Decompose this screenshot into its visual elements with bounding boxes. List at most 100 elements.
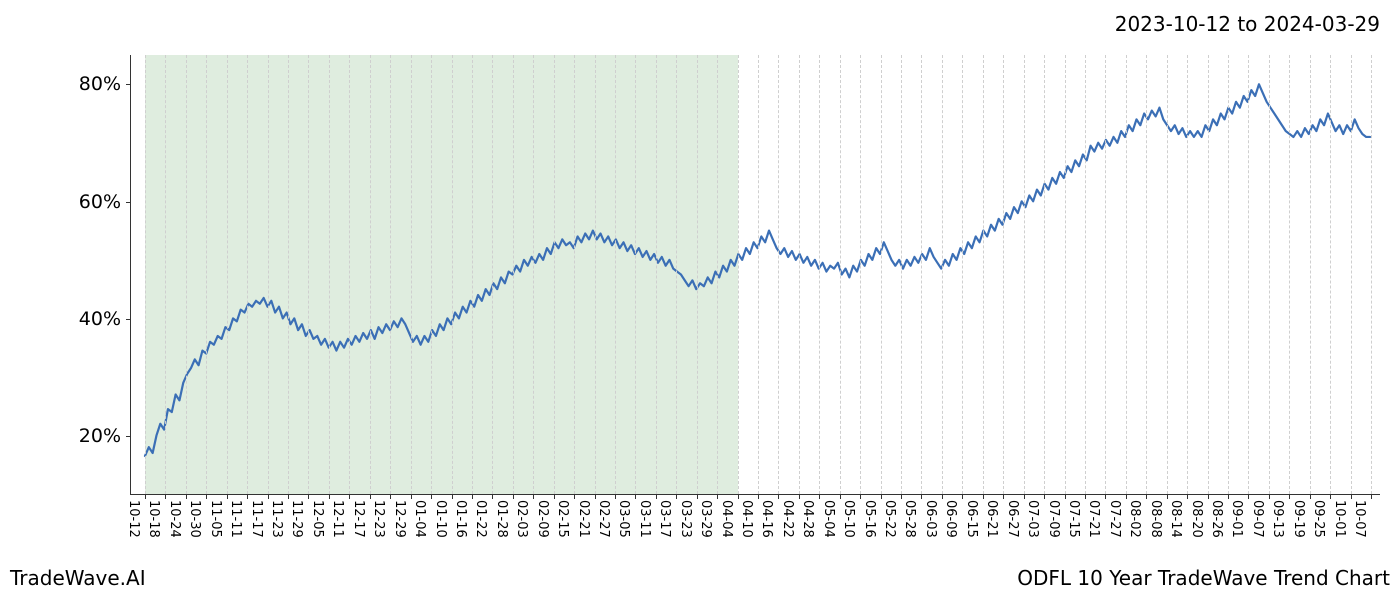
x-tick-label: 12-11 [330,500,345,538]
x-gridline [308,55,309,494]
x-tick-mark [1065,494,1066,499]
x-gridline [472,55,473,494]
x-tick-mark [676,494,677,499]
x-tick-mark [1085,494,1086,499]
x-tick-label: 01-28 [494,500,509,538]
x-tick-label: 04-28 [800,500,815,538]
x-tick-label: 09-07 [1250,500,1265,538]
x-tick-mark [1351,494,1352,499]
x-tick-mark [554,494,555,499]
x-gridline [901,55,902,494]
x-gridline [881,55,882,494]
x-tick-mark [186,494,187,499]
x-tick-mark [778,494,779,499]
x-gridline [1065,55,1066,494]
chart-date-range: 2023-10-12 to 2024-03-29 [1115,12,1380,36]
x-tick-label: 02-03 [514,500,529,538]
x-tick-label: 06-21 [984,500,999,538]
x-tick-label: 03-29 [698,500,713,538]
x-gridline [860,55,861,494]
y-tick-mark [126,436,131,437]
x-tick-mark [942,494,943,499]
x-tick-label: 08-14 [1168,500,1183,538]
x-tick-mark [574,494,575,499]
x-tick-label: 05-16 [862,500,877,538]
x-tick-mark [1126,494,1127,499]
x-tick-mark [329,494,330,499]
x-tick-mark [431,494,432,499]
x-gridline [165,55,166,494]
x-tick-label: 06-09 [943,500,958,538]
x-gridline [942,55,943,494]
x-gridline [799,55,800,494]
x-tick-label: 12-29 [392,500,407,538]
x-tick-mark [799,494,800,499]
x-tick-label: 02-09 [535,500,550,538]
x-tick-mark [921,494,922,499]
x-gridline [1146,55,1147,494]
x-gridline [349,55,350,494]
x-tick-label: 06-03 [923,500,938,538]
x-gridline [1208,55,1209,494]
x-tick-mark [492,494,493,499]
x-tick-mark [1371,494,1372,499]
x-tick-label: 05-10 [841,500,856,538]
x-gridline [1351,55,1352,494]
x-tick-label: 12-17 [351,500,366,538]
x-gridline [370,55,371,494]
x-tick-label: 09-13 [1270,500,1285,538]
x-tick-label: 10-07 [1352,500,1367,538]
x-tick-label: 12-05 [310,500,325,538]
x-tick-label: 08-08 [1148,500,1163,538]
x-tick-label: 11-23 [269,500,284,538]
x-tick-label: 08-02 [1127,500,1142,538]
x-tick-label: 07-27 [1107,500,1122,538]
y-tick-mark [126,84,131,85]
x-tick-label: 07-03 [1025,500,1040,538]
x-tick-mark [227,494,228,499]
x-tick-mark [595,494,596,499]
x-tick-mark [635,494,636,499]
x-tick-mark [1330,494,1331,499]
x-tick-label: 04-22 [780,500,795,538]
x-tick-label: 06-27 [1005,500,1020,538]
chart-container: 2023-10-12 to 2024-03-29 20%40%60%80%10-… [0,0,1400,600]
x-tick-label: 10-30 [187,500,202,538]
x-gridline [983,55,984,494]
x-tick-mark [452,494,453,499]
y-tick-label: 20% [79,425,131,447]
x-tick-mark [1310,494,1311,499]
x-tick-mark [840,494,841,499]
x-gridline [1228,55,1229,494]
x-gridline [635,55,636,494]
x-tick-label: 10-24 [167,500,182,538]
x-gridline [452,55,453,494]
x-tick-label: 11-11 [228,500,243,538]
x-tick-mark [1024,494,1025,499]
plot-area: 20%40%60%80%10-1210-1810-2410-3011-0511-… [130,55,1380,495]
x-tick-mark [1003,494,1004,499]
x-tick-label: 07-09 [1046,500,1061,538]
x-gridline [513,55,514,494]
x-tick-mark [247,494,248,499]
x-tick-mark [145,494,146,499]
x-gridline [656,55,657,494]
x-tick-mark [1105,494,1106,499]
x-tick-mark [1228,494,1229,499]
x-tick-mark [1167,494,1168,499]
x-gridline [1248,55,1249,494]
x-gridline [962,55,963,494]
x-tick-label: 04-04 [719,500,734,538]
x-tick-mark [206,494,207,499]
x-gridline [145,55,146,494]
x-tick-mark [1269,494,1270,499]
x-gridline [268,55,269,494]
x-gridline [697,55,698,494]
x-tick-label: 02-15 [555,500,570,538]
x-gridline [574,55,575,494]
x-gridline [1330,55,1331,494]
x-gridline [186,55,187,494]
x-tick-label: 01-22 [473,500,488,538]
x-gridline [1269,55,1270,494]
x-gridline [1289,55,1290,494]
